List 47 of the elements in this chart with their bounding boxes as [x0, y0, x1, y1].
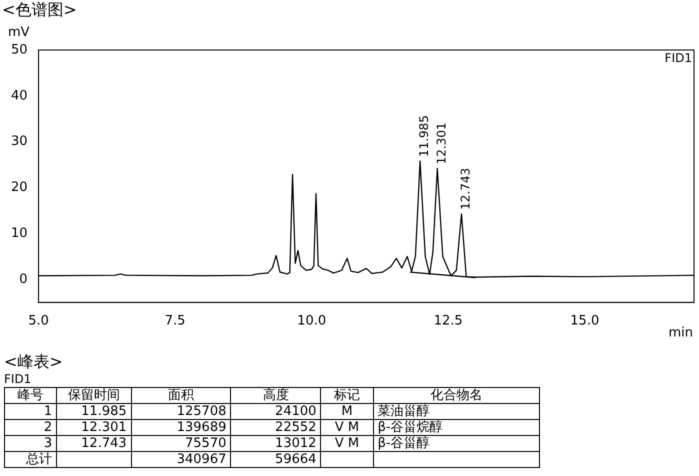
text: 22552 [230, 420, 321, 436]
category-label: 标记 [320, 388, 374, 404]
text: β-谷甾烷醇 [373, 420, 540, 436]
x-axis-title: min [668, 325, 693, 340]
category-label: 峰号 [4, 388, 57, 404]
annotation: 12.743 [458, 168, 473, 210]
x-tick-label: 12.5 [434, 314, 463, 329]
x-tick-label: 5.0 [28, 314, 49, 329]
category-label: 高度 [230, 388, 321, 404]
category-label: 化合物名 [373, 388, 540, 404]
y-tick-label: 10 [10, 226, 28, 241]
category-label: 面积 [131, 388, 231, 404]
text: 139689 [131, 420, 231, 436]
y-axis-title: mV [8, 25, 30, 40]
text: 菜油甾醇 [373, 404, 540, 420]
text: 24100 [230, 404, 321, 420]
text: 75570 [131, 436, 231, 452]
text: 3 [4, 436, 57, 452]
text: V M [320, 420, 374, 436]
text: 12.301 [56, 420, 132, 436]
category-label: 保留时间 [56, 388, 132, 404]
text: 2 [4, 420, 57, 436]
text: FID1 [4, 372, 32, 387]
x-tick-label: 15.0 [570, 314, 600, 329]
y-tick-label: 30 [10, 134, 28, 150]
text: <峰表> [4, 352, 64, 372]
y-tick-label: 20 [10, 180, 28, 196]
annotation: 11.985 [417, 115, 432, 158]
text: V M [320, 436, 374, 452]
text: 11.985 [56, 404, 132, 420]
text: 12.743 [56, 436, 132, 452]
y-tick-label: 50 [10, 42, 28, 58]
text: 总计 [4, 452, 57, 468]
chart-title: <色谱图> [2, 0, 77, 21]
x-tick-label: 10.0 [297, 314, 326, 329]
text: 1 [4, 404, 57, 420]
text: M [320, 404, 374, 420]
x-tick-label: 7.5 [164, 314, 186, 329]
y-tick-label: 0 [19, 272, 28, 287]
text: β-谷甾醇 [373, 436, 540, 452]
text: 340967 [131, 452, 231, 468]
text: 125708 [131, 404, 231, 420]
annotation: 12.301 [434, 122, 448, 164]
text: 59664 [230, 452, 321, 468]
annotation: FID1 [664, 51, 692, 66]
text: 13012 [230, 436, 321, 452]
y-tick-label: 40 [10, 88, 28, 104]
